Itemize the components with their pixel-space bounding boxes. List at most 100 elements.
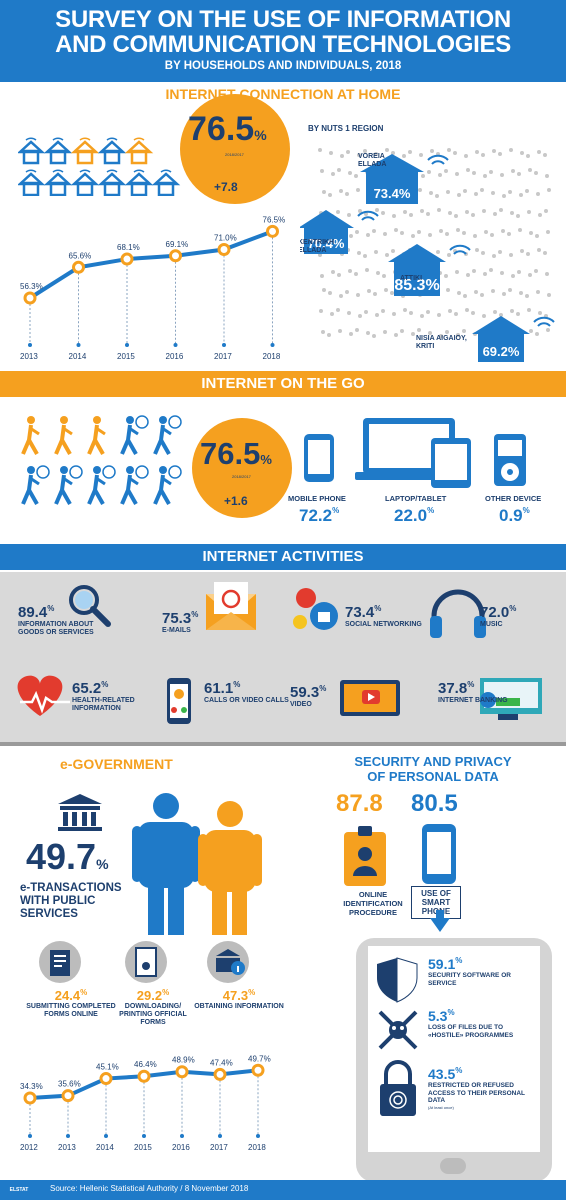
map-dot bbox=[493, 212, 497, 216]
activity-item: 61.1% CALLS OR VIDEO CALLS bbox=[204, 680, 294, 705]
map-dot bbox=[349, 234, 353, 238]
trend-year-label: 2012 bbox=[20, 1143, 38, 1152]
trend-base-dot bbox=[218, 1134, 222, 1138]
device-value-2: 0.9% bbox=[499, 506, 530, 525]
map-dot bbox=[517, 270, 521, 274]
map-dot bbox=[545, 272, 549, 276]
map-dot bbox=[481, 251, 485, 255]
map-dot bbox=[465, 210, 469, 214]
map-dot bbox=[455, 270, 459, 274]
trend-base-dot bbox=[173, 343, 178, 347]
region-name: ELLADA bbox=[358, 161, 386, 168]
map-dot bbox=[363, 254, 367, 258]
email-icon bbox=[206, 582, 256, 630]
map-dot bbox=[319, 309, 323, 313]
egov-item-label: DOWNLOADING/ PRINTING OFFICIAL FORMS bbox=[119, 1003, 187, 1026]
map-dot bbox=[409, 311, 413, 315]
map-dot bbox=[453, 151, 457, 155]
device-icons bbox=[304, 418, 526, 488]
id-badge-icon bbox=[344, 826, 386, 886]
map-dot bbox=[337, 168, 341, 172]
house-wifi-icon bbox=[18, 169, 46, 196]
map-dot bbox=[536, 192, 540, 196]
map-dot bbox=[358, 314, 362, 318]
download-certificate-icon bbox=[125, 941, 167, 983]
map-dot bbox=[475, 248, 479, 252]
map-dot bbox=[330, 312, 334, 316]
activity-value: 89.4% bbox=[18, 604, 55, 621]
map-dot bbox=[491, 289, 495, 293]
map-dot bbox=[347, 213, 351, 217]
map-dot bbox=[428, 233, 432, 237]
online-id-value: 87.8 bbox=[336, 790, 383, 817]
activity-value: 59.3% bbox=[290, 684, 327, 701]
map-dot bbox=[320, 274, 324, 278]
house-wifi-icon bbox=[151, 169, 181, 196]
map-dot bbox=[421, 174, 425, 178]
map-dot bbox=[381, 211, 385, 215]
trend-year-label: 2017 bbox=[210, 1143, 228, 1152]
trend-base-dot bbox=[270, 343, 275, 347]
map-dot bbox=[483, 174, 487, 178]
map-dot bbox=[327, 333, 331, 337]
map-dot bbox=[466, 168, 470, 172]
activities-band: INTERNET ACTIVITIES bbox=[0, 544, 566, 570]
map-dot bbox=[383, 232, 387, 236]
shield-icon bbox=[377, 957, 418, 1003]
map-dot bbox=[490, 233, 494, 237]
map-dot bbox=[348, 269, 352, 273]
map-dot bbox=[502, 292, 506, 296]
egov-item-label: SUBMITTING COMPLETED FORMS ONLINE bbox=[26, 1003, 116, 1018]
map-dot bbox=[366, 233, 370, 237]
go-value: 76.5% bbox=[200, 436, 272, 471]
map-dot bbox=[354, 272, 358, 276]
map-dot bbox=[520, 249, 524, 253]
map-dot bbox=[444, 274, 448, 278]
map-dot bbox=[508, 190, 512, 194]
map-dot bbox=[345, 192, 349, 196]
section-divider bbox=[0, 742, 566, 746]
heart-health-icon bbox=[17, 675, 70, 716]
map-dot bbox=[426, 212, 430, 216]
activity-item: 75.3% E-MAILS bbox=[162, 610, 252, 635]
egov-item: 24.4% SUBMITTING COMPLETED FORMS ONLINE bbox=[26, 988, 116, 1019]
activity-item: 37.8% INTERNET BANKING bbox=[438, 680, 528, 705]
map-dot bbox=[509, 148, 513, 152]
security-title-line2: OF PERSONAL DATA bbox=[367, 769, 499, 784]
form-edit-icon bbox=[39, 941, 81, 983]
house-wifi-icon bbox=[18, 137, 46, 165]
trend-year-label: 2018 bbox=[263, 352, 281, 361]
trend-point bbox=[213, 1067, 227, 1081]
map-dot bbox=[507, 232, 511, 236]
map-dot bbox=[516, 214, 520, 218]
security-item-value: 5.3% bbox=[428, 1008, 455, 1024]
device-label-1: LAPTOP/TABLET bbox=[385, 494, 447, 503]
map-dot bbox=[500, 173, 504, 177]
trend-year-label: 2013 bbox=[58, 1143, 76, 1152]
map-dot bbox=[474, 192, 478, 196]
map-dot bbox=[538, 311, 542, 315]
trend-point bbox=[61, 1089, 75, 1103]
map-dot bbox=[491, 191, 495, 195]
trend-point bbox=[23, 291, 37, 305]
map-dot bbox=[529, 231, 533, 235]
trend-base-dot bbox=[76, 343, 81, 347]
walking-person-icon bbox=[54, 465, 83, 505]
house-wifi-icon bbox=[97, 169, 127, 196]
trend-year-label: 2014 bbox=[69, 352, 87, 361]
activity-item: 72.0% MUSIC bbox=[480, 604, 566, 629]
trend-year-label: 2014 bbox=[96, 1143, 114, 1152]
map-dot bbox=[417, 328, 421, 332]
map-dot bbox=[527, 210, 531, 214]
activity-label: HEALTH-RELATED INFORMATION bbox=[72, 697, 135, 712]
walking-person-icon bbox=[21, 465, 50, 505]
trend-point bbox=[169, 249, 182, 263]
home-trend-chart: 56.3% 2013 65.6% 2014 68.1% 2015 69.1% 2016 71.0… bbox=[20, 215, 285, 361]
region-value: 70.4% bbox=[308, 236, 345, 251]
video-icon bbox=[340, 680, 400, 716]
activity-label: INFORMATION ABOUT GOODS OR SERVICES bbox=[18, 621, 94, 636]
map-dot bbox=[419, 153, 423, 157]
map-dot bbox=[511, 274, 515, 278]
trend-line bbox=[28, 229, 274, 300]
map-dot bbox=[420, 314, 424, 318]
